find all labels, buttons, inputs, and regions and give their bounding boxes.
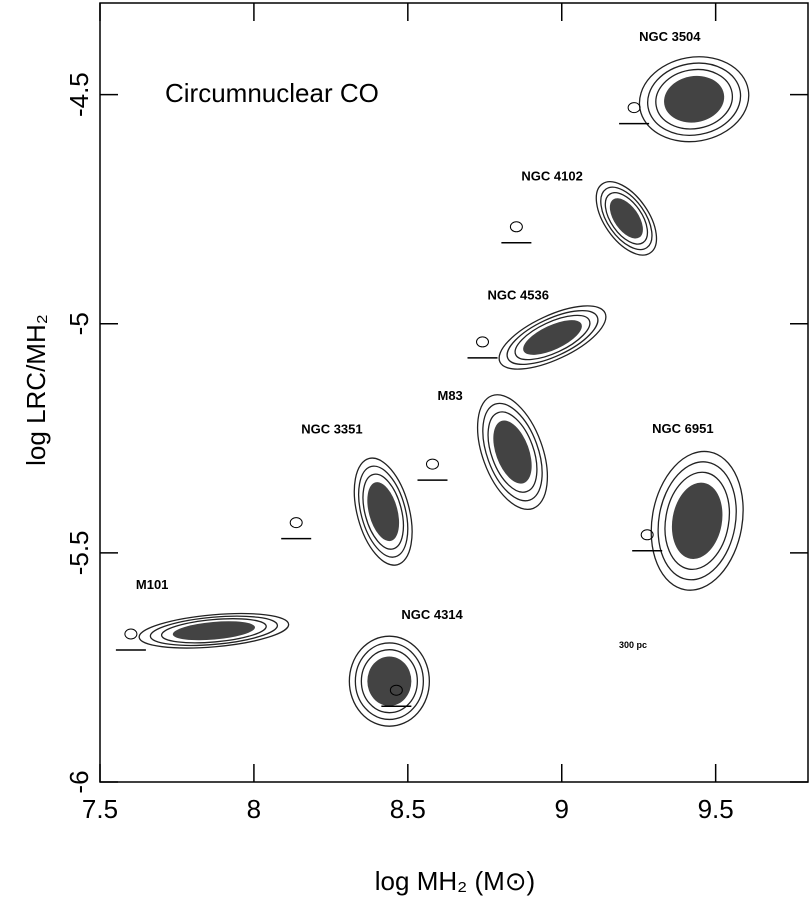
y-tick-label: -4.5 [64,72,94,117]
beam [510,222,522,232]
contour-core [367,656,411,706]
contour-core [660,71,728,127]
y-tick-label: -5 [64,312,94,335]
contour-map [464,385,561,518]
y-tick-label: -6 [64,770,94,793]
x-tick-label: 8 [247,794,261,824]
beam [290,518,302,528]
contour-map [138,608,290,653]
x-tick-label: 9.5 [698,794,734,824]
galaxy-label: NGC 3504 [639,29,701,44]
x-tick-label: 9 [555,794,569,824]
chart: Circumnuclear CO log MH₂ (M⊙) log LRC/MH… [0,0,809,917]
x-tick-label: 7.5 [82,794,118,824]
scale-annotation: 300 pc [619,640,647,650]
contour-map [641,444,754,598]
galaxy-label: NGC 6951 [652,421,713,436]
contour-map [584,171,668,265]
galaxy-label: M101 [136,577,169,592]
chart-title: Circumnuclear CO [165,78,379,108]
x-axis-label: log MH₂ (M⊙) [375,866,535,896]
contour-map [349,636,429,726]
y-axis-label: log LRC/MH₂ [21,314,51,466]
x-tick-label: 8.5 [390,794,426,824]
contour-core [486,415,540,488]
beam [477,337,489,347]
beam [628,103,640,113]
galaxy-label: NGC 4536 [488,288,549,303]
galaxy-label: M83 [437,388,462,403]
beam [125,629,137,639]
contour-core [172,618,256,643]
contour-map [344,452,423,572]
beam [426,459,438,469]
contour-map [633,48,756,150]
galaxy-label: NGC 4102 [521,168,582,183]
galaxy-label: NGC 3351 [301,422,362,437]
galaxy-label: NGC 4314 [401,607,463,622]
contour-map [491,293,615,382]
contour-core [603,193,649,245]
y-tick-label: -5.5 [64,530,94,575]
